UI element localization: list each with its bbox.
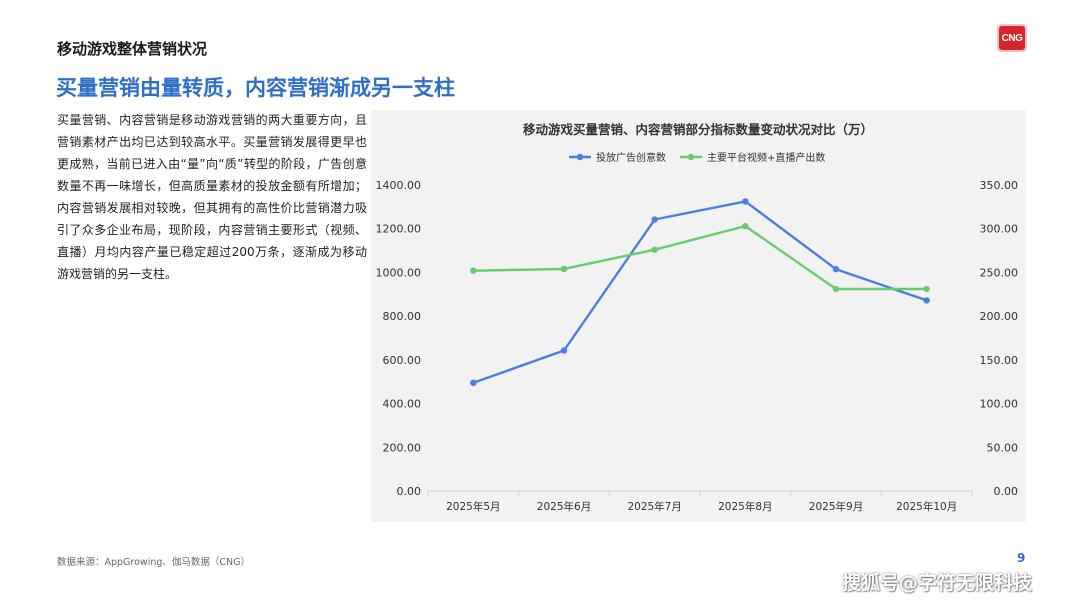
y-left-tick-label: 200.00 xyxy=(383,441,422,454)
y-right-tick-label: 0.00 xyxy=(994,485,1019,498)
y-right-tick-label: 300.00 xyxy=(980,223,1019,236)
x-tick-label: 2025年10月 xyxy=(896,500,957,513)
page-headline: 买量营销由量转质，内容营销渐成另一支柱 xyxy=(56,76,455,100)
page-number: 9 xyxy=(1017,551,1026,565)
line-chart: 移动游戏买量营销、内容营销部分指标数量变动状况对比（万） 投放广告创意数 主要平台视… xyxy=(376,122,1019,513)
data-point-series0-3 xyxy=(742,198,749,205)
logo-text: CNG xyxy=(1001,32,1023,44)
data-point-series1-3 xyxy=(742,222,749,230)
x-tick-label: 2025年9月 xyxy=(809,500,863,513)
y-left-tick-label: 1400.00 xyxy=(376,179,422,192)
data-point-series1-2 xyxy=(651,246,658,253)
y-left-tick-label: 1200.00 xyxy=(376,223,422,236)
data-point-series1-5 xyxy=(923,285,930,293)
y-left-tick-label: 800.00 xyxy=(383,310,422,323)
cng-logo: CNG xyxy=(997,24,1027,52)
y-left-tick-label: 1000.00 xyxy=(376,266,422,279)
data-point-series1-1 xyxy=(560,265,568,273)
body-paragraph: 买量营销、内容营销是移动游戏营销的两大重要方向，且营销素材产出均已达到较高水平。… xyxy=(57,113,367,281)
x-tick-label: 2025年6月 xyxy=(537,500,591,513)
data-source-note: 数据来源：AppGrowing、伽马数据（CNG） xyxy=(57,557,250,568)
y-left-tick-label: 400.00 xyxy=(383,398,422,411)
data-point-series0-1 xyxy=(560,347,568,354)
y-left-tick-label: 0.00 xyxy=(397,485,422,498)
legend-marker-1 xyxy=(687,153,695,161)
legend-marker-0 xyxy=(576,153,584,161)
data-point-series0-0 xyxy=(470,379,477,387)
y-right-tick-label: 200.00 xyxy=(980,310,1019,323)
chart-panel: 移动游戏买量营销、内容营销部分指标数量变动状况对比（万） 投放广告创意数 主要平台视… xyxy=(371,110,1026,522)
data-point-series1-4 xyxy=(832,285,840,293)
data-point-series0-5 xyxy=(923,297,930,304)
y-left-tick-label: 600.00 xyxy=(383,354,422,367)
y-right-tick-label: 100.00 xyxy=(980,398,1019,411)
y-right-tick-label: 250.00 xyxy=(980,266,1019,279)
y-right-tick-label: 350.00 xyxy=(980,179,1019,192)
data-point-series0-2 xyxy=(651,216,658,223)
y-right-tick-label: 150.00 xyxy=(980,354,1019,367)
x-tick-label: 2025年7月 xyxy=(627,500,681,513)
watermark: 搜狐号@字符无限科技 xyxy=(842,572,1033,594)
data-point-series1-0 xyxy=(470,267,477,274)
data-point-series0-4 xyxy=(832,265,840,273)
legend-label-1: 主要平台视频+直播产出数 xyxy=(707,151,825,164)
legend-label-0: 投放广告创意数 xyxy=(596,151,666,164)
x-tick-label: 2025年5月 xyxy=(446,500,500,513)
x-tick-label: 2025年8月 xyxy=(718,500,772,513)
chart-title: 移动游戏买量营销、内容营销部分指标数量变动状况对比（万） xyxy=(523,122,873,137)
series-line-0 xyxy=(472,200,928,384)
series-line-1 xyxy=(473,224,927,291)
section-title: 移动游戏整体营销状况 xyxy=(57,40,208,58)
y-right-tick-label: 50.00 xyxy=(987,441,1019,454)
